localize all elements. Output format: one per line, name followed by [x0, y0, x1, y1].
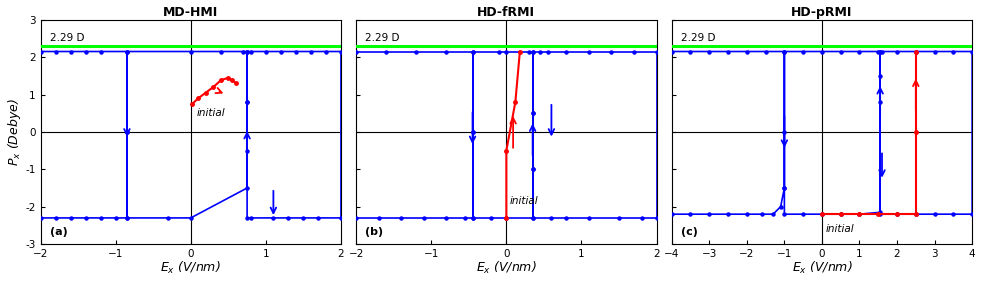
- Text: (b): (b): [365, 227, 384, 237]
- Title: HD-pRMI: HD-pRMI: [792, 6, 852, 19]
- Text: (a): (a): [50, 227, 68, 237]
- Y-axis label: $P_x$ (Debye): $P_x$ (Debye): [6, 98, 23, 166]
- Title: HD-fRMI: HD-fRMI: [478, 6, 536, 19]
- Text: initial: initial: [197, 108, 226, 118]
- X-axis label: $E_x$ (V/nm): $E_x$ (V/nm): [792, 260, 852, 276]
- Text: 2.29 D: 2.29 D: [50, 33, 84, 43]
- Text: 2.29 D: 2.29 D: [681, 33, 715, 43]
- Text: initial: initial: [826, 224, 854, 234]
- Text: (c): (c): [681, 227, 697, 237]
- X-axis label: $E_x$ (V/nm): $E_x$ (V/nm): [476, 260, 537, 276]
- X-axis label: $E_x$ (V/nm): $E_x$ (V/nm): [161, 260, 221, 276]
- Title: MD-HMI: MD-HMI: [163, 6, 219, 19]
- Text: initial: initial: [510, 196, 539, 206]
- Text: 2.29 D: 2.29 D: [365, 33, 399, 43]
